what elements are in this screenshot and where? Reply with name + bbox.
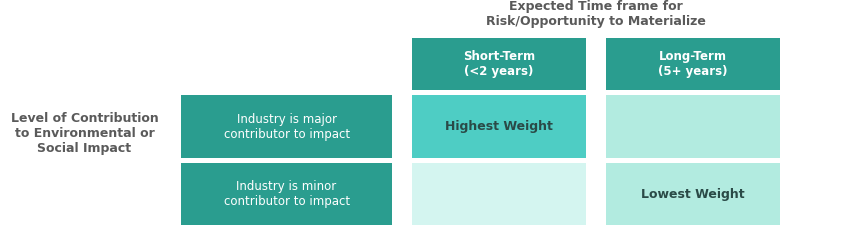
Text: Short-Term
(<2 years): Short-Term (<2 years) bbox=[463, 50, 535, 78]
Text: Highest Weight: Highest Weight bbox=[445, 120, 553, 133]
FancyBboxPatch shape bbox=[181, 95, 392, 158]
FancyBboxPatch shape bbox=[412, 163, 586, 225]
Text: Industry is minor: Industry is minor bbox=[236, 182, 336, 195]
Text: Industry is major
contributor to impact: Industry is major contributor to impact bbox=[223, 113, 349, 141]
FancyBboxPatch shape bbox=[606, 95, 780, 158]
FancyBboxPatch shape bbox=[606, 38, 780, 90]
FancyBboxPatch shape bbox=[181, 163, 392, 225]
Text: Industry is major: Industry is major bbox=[236, 114, 336, 127]
Text: Industry is minor
contributor to impact: Industry is minor contributor to impact bbox=[223, 180, 349, 208]
FancyBboxPatch shape bbox=[412, 95, 586, 158]
Text: Lowest Weight: Lowest Weight bbox=[641, 188, 745, 201]
FancyBboxPatch shape bbox=[606, 163, 780, 225]
Text: Level of Contribution
to Environmental or
Social Impact: Level of Contribution to Environmental o… bbox=[10, 112, 158, 155]
Text: Long-Term
(5+ years): Long-Term (5+ years) bbox=[658, 50, 728, 78]
Text: Expected Time frame for
Risk/Opportunity to Materialize: Expected Time frame for Risk/Opportunity… bbox=[486, 0, 706, 28]
FancyBboxPatch shape bbox=[412, 38, 586, 90]
